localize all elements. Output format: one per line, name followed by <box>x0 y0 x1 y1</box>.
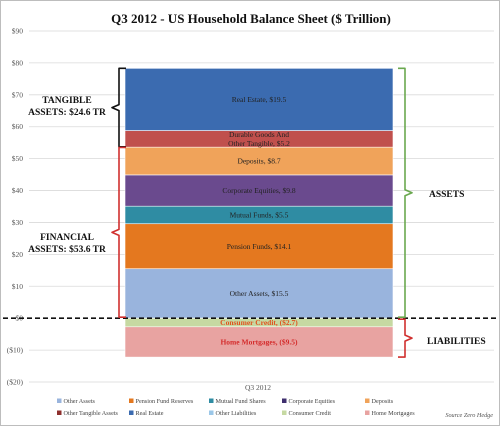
legend-swatch-other-tangible-assets <box>57 410 62 415</box>
source-note: Source Zero Hedge <box>445 412 493 419</box>
legend-swatch-mutual-fund-shares <box>209 398 214 403</box>
segment-label: Mutual Funds, $5.5 <box>230 211 289 220</box>
segment-label: Durable Goods And Other Tangible, $5.2 <box>228 130 290 148</box>
legend-label-mutual-fund-shares: Mutual Fund Shares <box>216 398 267 405</box>
assets-bracket <box>398 67 413 319</box>
y-tick-label: $50 <box>12 154 24 163</box>
y-tick-label: $90 <box>12 27 24 36</box>
legend-label-other-assets: Other Assets <box>64 398 96 405</box>
tangible-bracket <box>111 67 126 148</box>
liabilities-label: LIABILITIES <box>427 337 486 347</box>
legend-swatch-deposits <box>365 398 370 403</box>
legend-swatch-real-estate <box>129 410 134 415</box>
bar-segment-deposits <box>124 146 394 176</box>
y-tick-label: $60 <box>12 122 24 131</box>
segment-label: Real Estate, $19.5 <box>232 95 287 104</box>
legend-label-pension-fund-reserves: Pension Fund Reserves <box>136 398 194 405</box>
segment-label: Consumer Credit, ($2.7) <box>220 318 298 327</box>
legend-label-consumer-credit: Consumer Credit <box>289 410 332 417</box>
segment-label: Other Assets, $15.5 <box>230 289 289 298</box>
x-category-label: Q3 2012 <box>245 383 271 392</box>
bar-segment-pension-fund-reserves <box>124 223 394 270</box>
segment-label: Home Mortgages, ($9.5) <box>220 338 298 347</box>
stacked-bar: Other Assets, $15.5 Pension Funds, $14.1 M… <box>3 68 497 358</box>
chart-title: Q3 2012 - US Household Balance Sheet ($ … <box>111 11 391 26</box>
financial-bracket <box>111 146 126 319</box>
legend-label-home-mortgages: Home Mortgages <box>372 410 416 417</box>
liabilities-bracket <box>398 318 413 358</box>
y-tick-label: $40 <box>12 186 24 195</box>
bar-segment-home-mortgages <box>124 326 394 358</box>
y-tick-label: $80 <box>12 58 24 67</box>
y-tick-label: $10 <box>12 282 24 291</box>
legend-label-other-liabilities: Other Liabilities <box>216 410 257 417</box>
legend-swatch-home-mortgages <box>365 410 370 415</box>
legend-label-real-estate: Real Estate <box>136 410 164 417</box>
legend-label-other-tangible-assets: Other Tangible Assets <box>64 410 119 417</box>
annotations: TANGIBLE ASSETS: $24.6 TR FINANCIAL ASSETS:… <box>28 67 486 358</box>
bar-segment-corporate-equities <box>124 174 394 207</box>
legend-swatch-consumer-credit <box>282 410 287 415</box>
legend-label-deposits: Deposits <box>372 398 394 405</box>
y-tick-label: $70 <box>12 90 24 99</box>
y-tick-label: ($20) <box>7 378 24 387</box>
y-axis-ticks: $90$80$70$60$50$40$30$20$10$0($10)($20) <box>7 27 24 387</box>
y-tick-label: ($10) <box>7 346 24 355</box>
legend-swatch-other-assets <box>57 398 62 403</box>
y-tick-label: $20 <box>12 250 24 259</box>
legend-swatch-corporate-equities <box>282 398 287 403</box>
financial-assets-label: FINANCIAL ASSETS: $53.6 TR <box>28 233 106 255</box>
legend: Other Assets Pension Fund Reserves Mutual … <box>57 398 415 417</box>
segment-label: Corporate Equities, $9.8 <box>222 186 296 195</box>
legend-swatch-other-liabilities <box>209 410 214 415</box>
tangible-assets-label: TANGIBLE ASSETS: $24.6 TR <box>28 96 106 118</box>
bar-segment-other-assets <box>124 268 394 319</box>
bar-segment-real-estate <box>124 68 394 131</box>
legend-label-corporate-equities: Corporate Equities <box>289 398 336 405</box>
segment-label: Pension Funds, $14.1 <box>227 242 292 251</box>
assets-label: ASSETS <box>429 190 464 200</box>
legend-swatch-pension-fund-reserves <box>129 398 134 403</box>
segment-label: Deposits, $8.7 <box>237 157 280 166</box>
y-tick-label: $30 <box>12 218 24 227</box>
